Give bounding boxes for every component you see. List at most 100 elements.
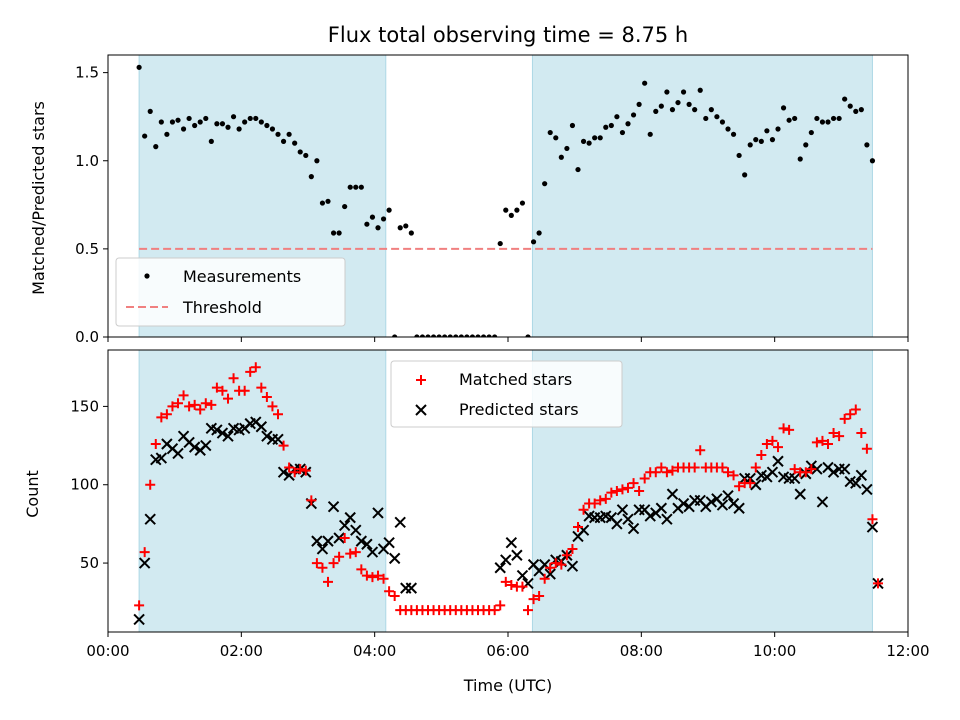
measurement-point <box>392 334 398 337</box>
predicted-star-point <box>155 452 168 464</box>
bottom-axes-frame <box>107 349 909 633</box>
measurement-point <box>280 138 287 144</box>
predicted-star-point <box>505 536 518 549</box>
matched-star-point <box>378 573 389 584</box>
measurement-point <box>408 230 414 236</box>
matched-star-point <box>750 462 761 473</box>
matched-star-point <box>278 440 289 451</box>
predicted-star-point <box>611 518 623 530</box>
predicted-star-point <box>705 496 718 508</box>
measurement-point <box>653 108 659 114</box>
measurement-point <box>675 99 681 106</box>
matched-star-point <box>167 401 178 412</box>
measurement-point <box>819 119 826 125</box>
predicted-star-point <box>388 552 401 565</box>
predicted-star-point <box>355 535 368 547</box>
measurement-point <box>719 119 726 125</box>
matched-star-point <box>289 467 300 478</box>
bottom-chart: 50 100 150 00:00 02:00 04:00 06:00 08:00 10:00 12… <box>70 349 930 660</box>
predicted-star-point <box>350 524 362 536</box>
measurement-point <box>803 142 809 148</box>
matched-star-point <box>200 398 211 409</box>
measurement-point <box>180 126 187 132</box>
measurement-point <box>275 131 281 137</box>
matched-star-point <box>145 479 156 490</box>
measurement-point <box>630 112 637 118</box>
measurement-point <box>386 207 392 213</box>
measurement-point <box>258 119 264 125</box>
measurement-point <box>269 126 276 132</box>
measurement-point <box>680 89 687 95</box>
measurement-point <box>614 114 620 120</box>
measurement-point <box>136 64 142 70</box>
x-axis-label: Time (UTC) <box>463 676 552 695</box>
matched-star-point <box>600 493 611 504</box>
matched-star-point <box>578 504 589 515</box>
matched-star-point <box>761 439 772 449</box>
measurement-point <box>686 101 692 107</box>
matched-star-point <box>650 467 661 478</box>
matched-star-point <box>195 404 206 415</box>
top-ytick-label: 0.0 <box>75 328 99 346</box>
measurement-point <box>619 129 626 136</box>
matched-star-point <box>850 404 861 415</box>
measurement-point <box>703 115 709 122</box>
matched-star-point <box>573 522 583 533</box>
matched-star-point <box>839 413 850 424</box>
matched-star-point <box>756 449 767 460</box>
matched-star-point <box>800 467 811 478</box>
measurement-point <box>519 200 526 206</box>
measurement-point <box>564 145 570 152</box>
matched-star-point <box>728 470 739 481</box>
measurement-point <box>453 334 459 337</box>
predicted-star-point <box>316 543 329 555</box>
predicted-star-point <box>716 499 729 511</box>
predicted-star-point <box>855 469 868 482</box>
measurement-point <box>842 96 848 102</box>
bottom-shaded-interval-0 <box>138 349 387 633</box>
matched-star-point <box>789 464 800 475</box>
legend-predicted-marker <box>415 404 427 416</box>
measurement-point <box>708 107 714 113</box>
matched-star-point <box>350 547 361 558</box>
measurement-point <box>853 108 859 114</box>
measurement-point <box>764 128 770 134</box>
predicted-star-point <box>172 447 184 460</box>
matched-star-point <box>773 442 783 453</box>
measurement-point <box>786 117 792 123</box>
predicted-star-point <box>838 463 851 475</box>
matched-star-point <box>867 514 878 525</box>
measurement-point <box>308 174 314 180</box>
predicted-star-point <box>277 466 290 478</box>
measurement-point <box>758 138 764 144</box>
measurement-point <box>780 105 787 111</box>
matched-star-point <box>817 435 828 446</box>
measurement-point <box>492 334 498 337</box>
legend-predicted-label: Predicted stars <box>459 400 579 419</box>
matched-star-point <box>611 486 622 496</box>
matched-star-point <box>367 572 378 583</box>
measurement-point <box>625 121 631 127</box>
predicted-star-point <box>255 421 268 433</box>
predicted-star-point <box>138 557 151 569</box>
matched-star-point <box>617 484 628 495</box>
matched-star-point <box>323 576 333 587</box>
measurement-point <box>303 152 309 159</box>
predicted-star-point <box>516 569 529 582</box>
matched-star-point <box>217 385 228 396</box>
predicted-star-point <box>666 488 679 500</box>
measurement-point <box>669 107 676 113</box>
measurement-point <box>358 184 364 190</box>
legend-threshold-label: Threshold <box>182 298 262 317</box>
measurement-point <box>314 158 320 164</box>
matched-star-point <box>723 467 733 478</box>
matched-star-point <box>256 382 267 393</box>
matched-star-point <box>767 435 778 446</box>
matched-star-point <box>311 558 322 569</box>
measurement-point <box>858 107 864 113</box>
measurement-point <box>225 124 231 130</box>
predicted-star-point <box>133 613 145 626</box>
measurement-point <box>697 87 703 93</box>
matched-star-point <box>295 464 306 475</box>
predicted-star-point <box>511 549 523 561</box>
